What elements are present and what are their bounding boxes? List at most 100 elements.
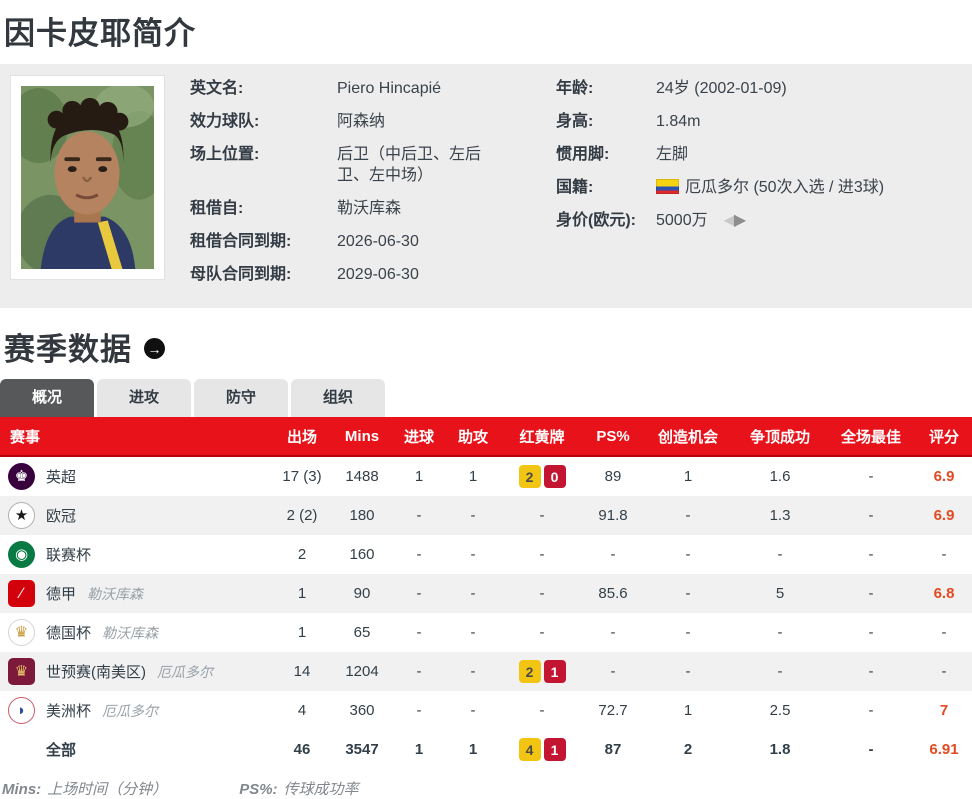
cell-rating: - — [941, 663, 947, 680]
yellow-card-badge: 2 — [518, 660, 541, 683]
arrow-left-icon[interactable]: ◀ — [723, 212, 736, 229]
field-value: 2026-06-30 — [337, 233, 419, 250]
arrow-right-icon[interactable]: ▶ — [733, 212, 746, 229]
season-data-header: 赛季数据 → — [0, 324, 972, 369]
cell-assists: - — [470, 624, 476, 641]
cell-chances-created: 1 — [683, 468, 693, 485]
table-row: ◉ 联赛杯 2 160 - - - - - - - - — [0, 535, 972, 574]
market-value-history-arrows[interactable]: ◀▶ — [723, 212, 747, 229]
field-label: 场上位置: — [190, 146, 260, 163]
tab-组织[interactable]: 组织 — [291, 379, 385, 417]
field-label: 国籍: — [556, 179, 594, 196]
header-cell: Mins — [344, 427, 380, 445]
cell-rating: - — [941, 546, 947, 563]
player-profile-section: 英文名: Piero Hincapié 效力球队: 阿森纳 场上位置: 后卫（中后卫、左后… — [0, 64, 972, 308]
cell-mins: 360 — [349, 702, 375, 719]
cell-pass-success: 89 — [604, 468, 622, 485]
profile-field: 租借合同到期: 2026-06-30 — [190, 231, 540, 252]
tab-防守[interactable]: 防守 — [194, 379, 288, 417]
profile-field: 国籍: 厄瓜多尔 (50次入选 / 进3球) — [556, 177, 966, 198]
profile-field: 租借自: 勒沃库森 — [190, 198, 540, 219]
cell-rating: - — [941, 624, 947, 641]
cell-aerials-won: 1.3 — [769, 507, 791, 524]
cell-aerials-won: - — [777, 624, 783, 641]
profile-field: 场上位置: 后卫（中后卫、左后卫、左中场） — [190, 144, 540, 186]
cell-apps: 46 — [293, 741, 311, 758]
champions-league-icon: ★ — [8, 502, 35, 529]
red-card-badge: 0 — [543, 465, 566, 488]
field-label: 身价(欧元): — [556, 212, 636, 229]
cell-chances-created: - — [685, 546, 691, 563]
cell-assists: - — [470, 585, 476, 602]
cell-apps: 2 (2) — [286, 507, 318, 524]
rating-value: 6.91 — [929, 741, 959, 758]
field-value: 阿森纳 — [337, 113, 386, 130]
footnote-term: Mins: — [2, 781, 42, 798]
cell-mins: 160 — [349, 546, 375, 563]
cell-apps: 1 — [297, 624, 307, 641]
cell-motm: - — [868, 741, 874, 758]
cell-goals: - — [416, 663, 422, 680]
profile-field: 效力球队: 阿森纳 — [190, 111, 540, 132]
team-name: 厄瓜多尔 — [157, 663, 213, 680]
field-value: 厄瓜多尔 (50次入选 / 进3球) — [656, 177, 966, 198]
cell-motm: - — [868, 507, 874, 524]
cell-rating: 6.9 — [916, 468, 972, 485]
header-cell: 赛事 — [10, 428, 41, 446]
cell-aerials-won: 5 — [775, 585, 785, 602]
tab-进攻[interactable]: 进攻 — [97, 379, 191, 417]
world-cup-qualifier-icon: ♛ — [8, 658, 35, 685]
field-value: 2029-06-30 — [337, 266, 419, 283]
cell-aerials-won: - — [777, 663, 783, 680]
field-value: 后卫（中后卫、左后卫、左中场） — [337, 146, 482, 184]
red-card-badge: 1 — [543, 738, 566, 761]
cell-mins: 1488 — [345, 468, 379, 485]
cell-competition: ∕ 德甲 勒沃库森 — [0, 580, 272, 607]
header-cell: 评分 — [928, 428, 959, 446]
field-value: 5000万 ◀▶ — [656, 212, 747, 229]
field-value: 勒沃库森 — [337, 200, 402, 217]
yellow-card-badge: 4 — [518, 738, 541, 761]
profile-field: 身价(欧元): 5000万 ◀▶ — [556, 210, 966, 231]
cell-assists: - — [470, 507, 476, 524]
cell-chances-created: - — [685, 585, 691, 602]
tab-概况[interactable]: 概况 — [0, 379, 94, 417]
cell-mins: 3547 — [345, 741, 379, 758]
page-title: 因卡皮耶简介 — [4, 16, 196, 51]
footnote-desc: 传球成功率 — [283, 781, 359, 798]
footnote-term: PS%: — [239, 781, 278, 798]
stats-table-body: ♚ 英超 17 (3) 1488 1 1 2 0 89 1 1.6-6.9 ★ 欧冠 2 (2) 180- -… — [0, 457, 972, 769]
competition-name: 全部 — [46, 742, 77, 759]
cell-goals: - — [416, 507, 422, 524]
cell-pass-success: 85.6 — [598, 585, 628, 602]
field-label: 身高: — [556, 113, 594, 130]
cell-chances-created: 2 — [683, 741, 693, 758]
table-row: ◗ 美洲杯 厄瓜多尔 4 360 - - - 72.7 1 2.5 - 7 — [0, 691, 972, 730]
rating-value: 6.9 — [933, 468, 955, 485]
bundesliga-icon: ∕ — [8, 580, 35, 607]
table-footnotes: Mins: 上场时间（分钟） PS%: 传球成功率 — [0, 769, 972, 799]
arrow-right-icon[interactable]: → — [144, 338, 165, 359]
cell-goals: - — [416, 624, 422, 641]
header-cell: 出场 — [286, 428, 317, 446]
player-photo — [10, 75, 165, 280]
cell-pass-success: 87 — [604, 741, 622, 758]
cell-chances-created: - — [685, 663, 691, 680]
cell-motm: - — [868, 624, 874, 641]
cell-goals: - — [416, 546, 422, 563]
cell-competition: ◉ 联赛杯 — [0, 541, 272, 568]
field-label: 英文名: — [190, 80, 244, 97]
cell-assists: 1 — [468, 468, 478, 485]
field-value: 24岁 (2002-01-09) — [656, 80, 787, 97]
cell-mins: 90 — [353, 585, 371, 602]
cell-goals: 1 — [414, 468, 424, 485]
stats-table: 赛事 出场 Mins 进球 助攻 红黄牌 PS% 创造机会 争顶成功 全场最佳 评分 ♚ 英超 17 (… — [0, 417, 972, 769]
team-name: 勒沃库森 — [87, 585, 144, 602]
cell-pass-success: - — [610, 624, 616, 641]
cell-cards: - — [539, 507, 545, 524]
cell-cards: - — [539, 702, 545, 719]
table-row: ∕ 德甲 勒沃库森 1 90 - - - 85.6 - 5 - 6.8 — [0, 574, 972, 613]
cell-aerials-won: - — [777, 546, 783, 563]
